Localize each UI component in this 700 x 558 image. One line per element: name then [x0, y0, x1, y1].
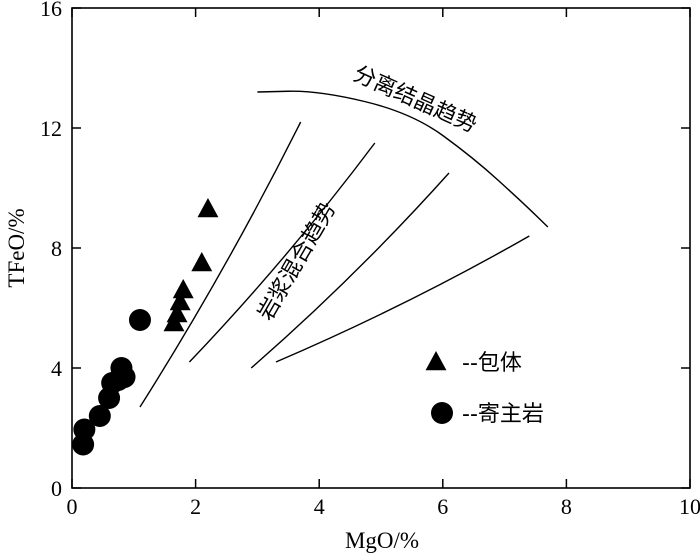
inclusion-data-point — [197, 198, 219, 218]
mixing-trend-line — [250, 172, 450, 369]
host-rock-data-point — [88, 405, 111, 427]
y-tick-label: 8 — [51, 236, 62, 261]
mixing-trend-line — [275, 235, 530, 363]
fractional-crystallization-annotation: 分离结晶趋势 — [350, 62, 481, 139]
y-tick-label: 12 — [40, 116, 62, 141]
inclusion-data-point — [163, 312, 185, 332]
x-tick-label: 2 — [190, 494, 201, 519]
host-rock-data-point — [72, 433, 95, 456]
legend-circle-marker — [431, 402, 453, 424]
legend-label-inclusion: --包体 — [462, 351, 522, 376]
y-axis-title: TFeO/% — [4, 208, 29, 287]
host-rock-data-point — [98, 387, 121, 409]
crystallization-trend-curve — [257, 90, 549, 228]
x-tick-label: 8 — [561, 494, 572, 519]
inclusion-data-point — [191, 252, 213, 272]
legend-label-host-rock: --寄主岩 — [462, 402, 544, 427]
inclusion-data-point — [169, 291, 191, 311]
y-tick-label: 16 — [40, 0, 62, 21]
magma-mixing-annotation: 岩浆混合趋势 — [254, 198, 342, 325]
y-tick-label: 4 — [51, 356, 62, 381]
x-tick-label: 10 — [679, 494, 700, 519]
x-tick-label: 6 — [437, 494, 448, 519]
mixing-trend-line — [188, 142, 376, 363]
x-tick-label: 0 — [67, 494, 78, 519]
x-axis-title: MgO/% — [345, 528, 419, 553]
legend-triangle-marker — [425, 351, 447, 371]
y-tick-label: 0 — [51, 476, 62, 501]
mixing-trend-line — [139, 121, 302, 408]
inclusion-data-point — [172, 279, 194, 299]
host-rock-data-point — [128, 309, 151, 331]
x-tick-label: 4 — [314, 494, 325, 519]
